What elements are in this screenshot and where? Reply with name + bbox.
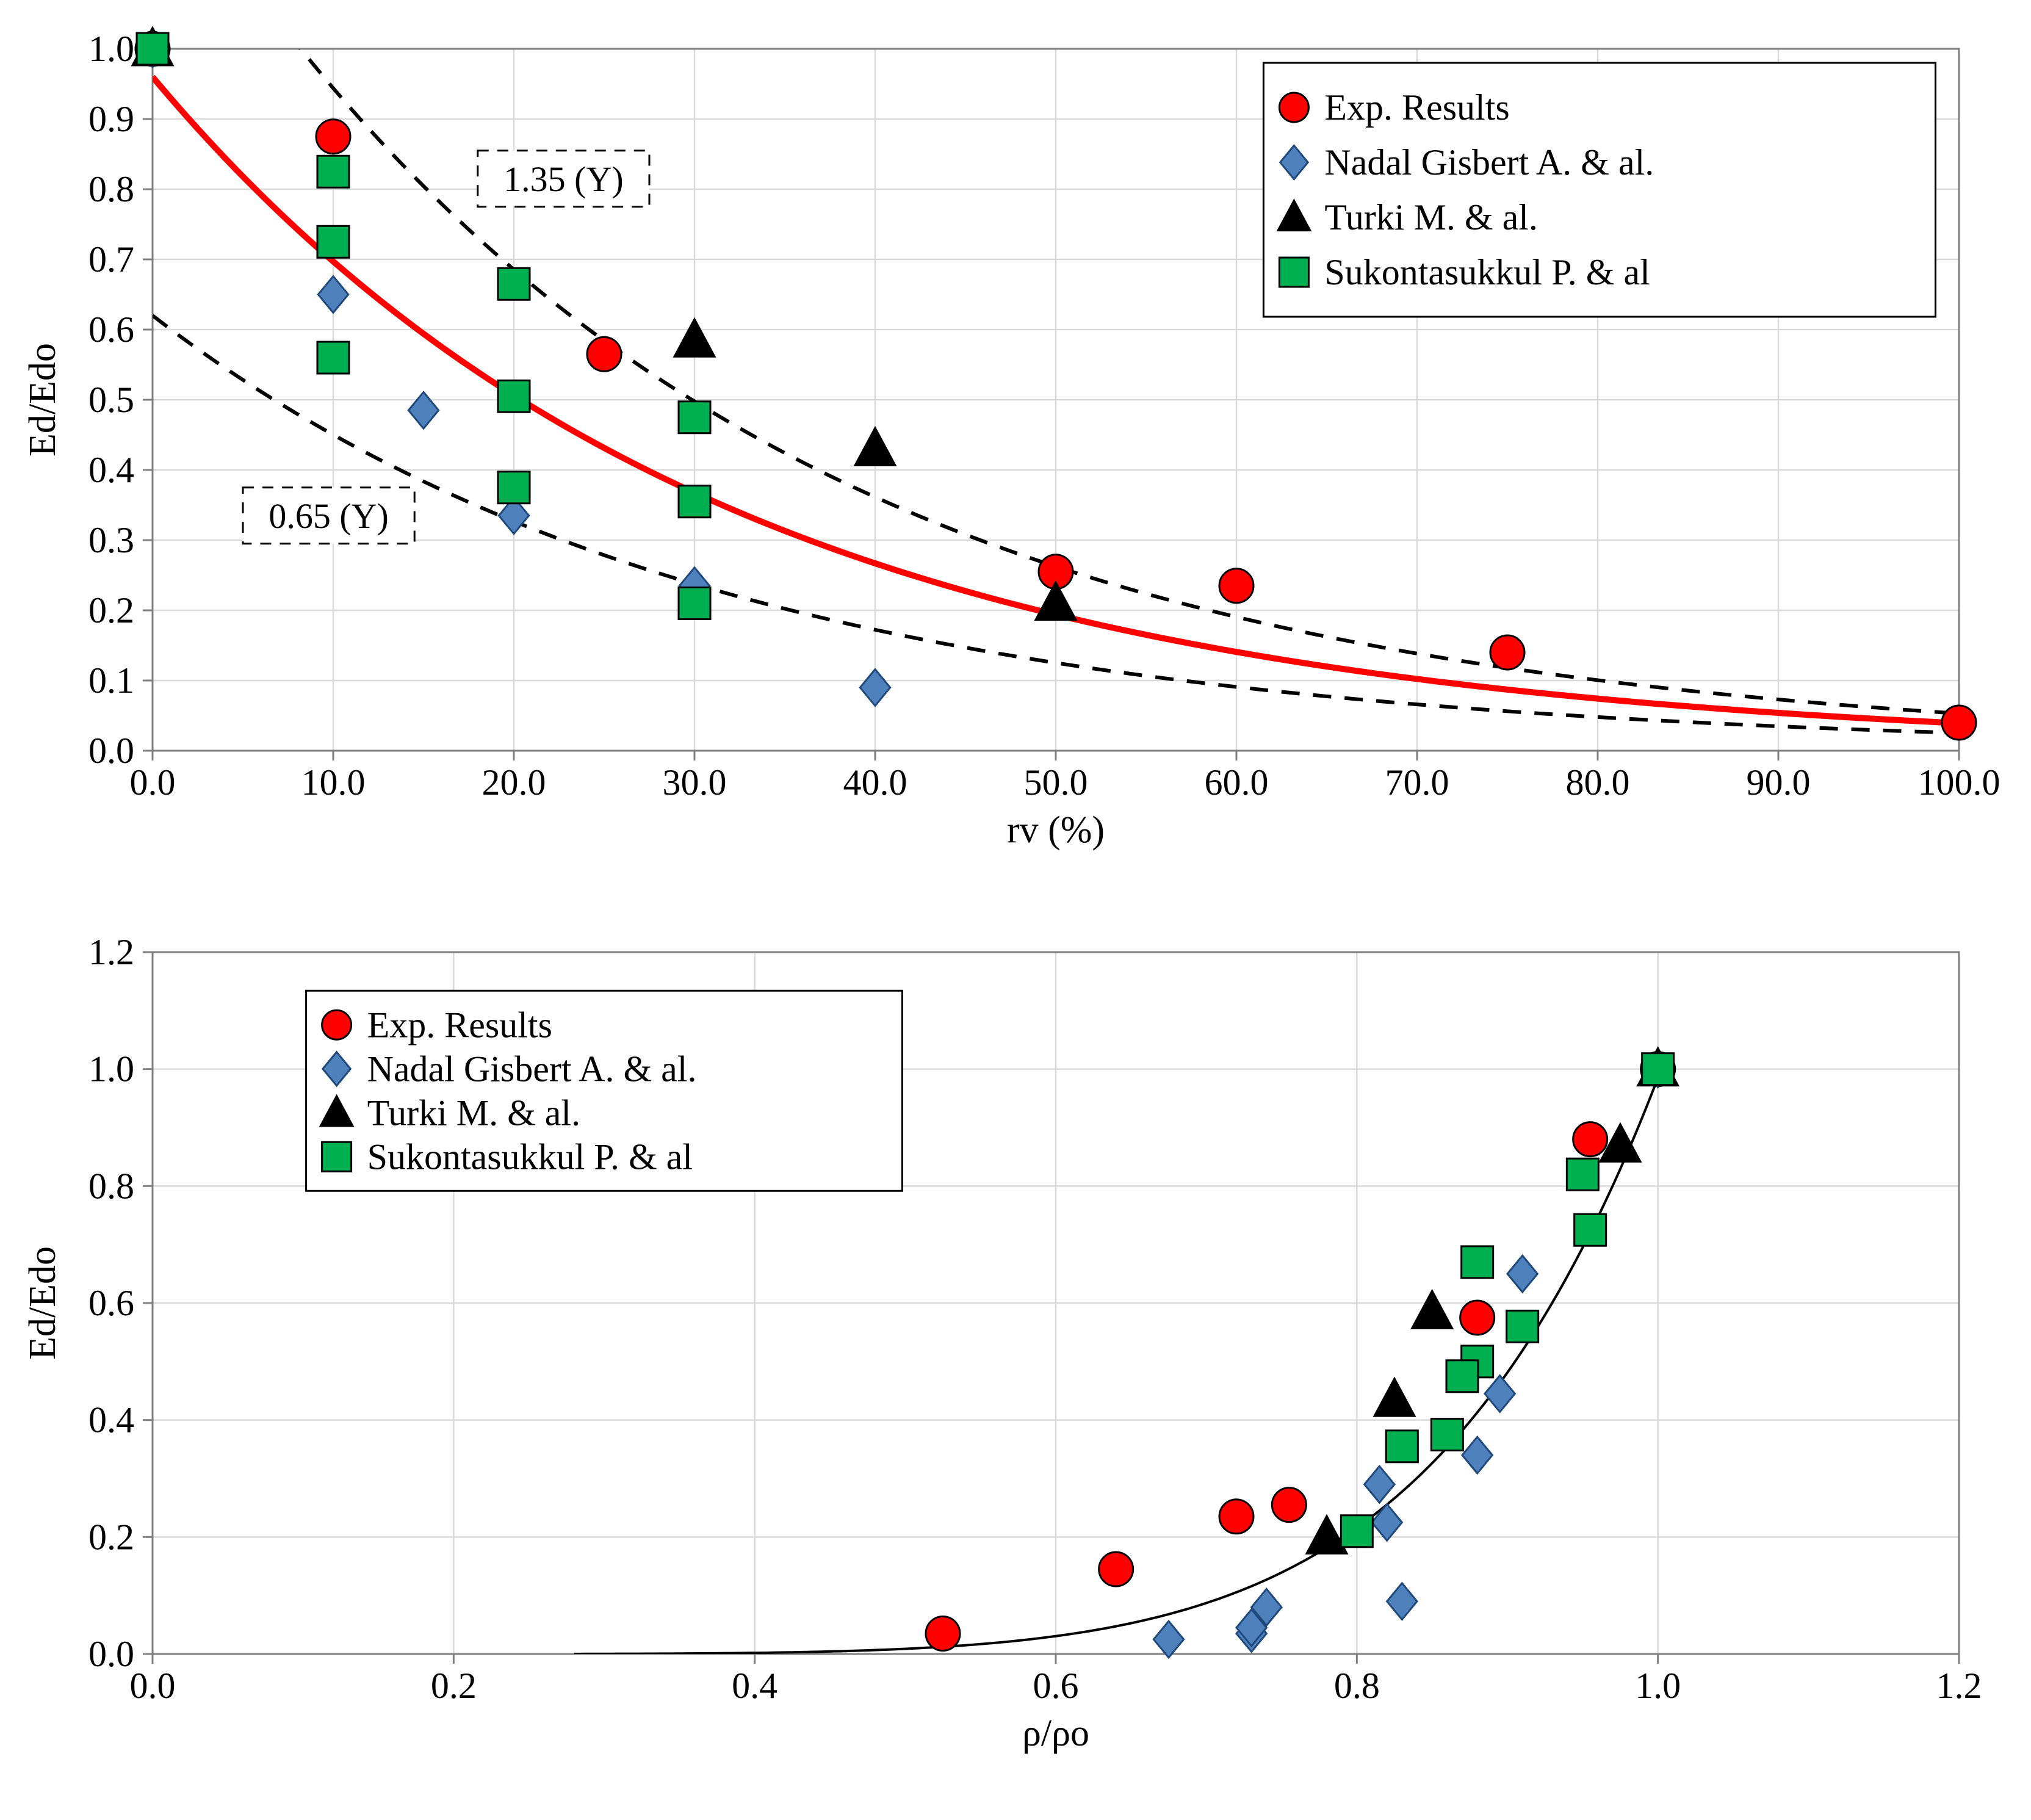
anno-lower-text: 0.65 (Y) [269, 496, 389, 536]
y-tick-label: 0.4 [88, 450, 134, 490]
y-tick-label: 1.0 [88, 1049, 134, 1089]
y-tick-label: 0.6 [88, 309, 134, 350]
x-tick-label: 0.0 [130, 762, 176, 803]
chart-top: 0.0 10.0 20.0 30.0 40.0 50.0 60.0 70.0 80.0 90.0 1… [12, 12, 2031, 891]
x-tick-label: 50.0 [1024, 762, 1088, 803]
y-tick-label: 1.0 [88, 29, 134, 69]
y-tick-label: 0.7 [88, 239, 134, 280]
chart-bottom: 0.0 0.2 0.4 0.6 0.8 1.0 1.2 0.0 0.2 0.4 0.6 0.8 1.0 1… [12, 915, 2031, 1794]
y-tick-label: 0.9 [88, 99, 134, 139]
x-tick-label: 0.8 [1334, 1666, 1380, 1706]
x-tick-label: 60.0 [1205, 762, 1269, 803]
y-tick-label: 0.5 [88, 380, 134, 420]
legend-label: Nadal Gisbert A. & al. [1324, 142, 1654, 182]
x-tick-label: 0.4 [732, 1666, 777, 1706]
y-tick-label: 1.2 [88, 932, 134, 972]
y-tick-label: 0.8 [88, 169, 134, 209]
y-tick-label: 0.3 [88, 520, 134, 560]
y-tick-label: 0.6 [88, 1283, 134, 1323]
x-tick-label: 90.0 [1747, 762, 1811, 803]
y-tick-label: 0.0 [88, 731, 134, 771]
legend-label: Turki M. & al. [367, 1092, 581, 1133]
y-tick-label: 0.2 [88, 590, 134, 630]
legend-label: Turki M. & al. [1324, 197, 1538, 237]
y-tick-label: 0.1 [88, 660, 134, 701]
page: 0.0 10.0 20.0 30.0 40.0 50.0 60.0 70.0 80.0 90.0 1… [12, 12, 2031, 1794]
x-tick-label: 0.6 [1033, 1666, 1079, 1706]
x-tick-label: 20.0 [482, 762, 546, 803]
y-tick-label: 0.8 [88, 1166, 134, 1206]
chart-bottom-svg: 0.0 0.2 0.4 0.6 0.8 1.0 1.2 0.0 0.2 0.4 0.6 0.8 1.0 1… [12, 915, 2031, 1794]
x-tick-label: 40.0 [843, 762, 907, 803]
x-tick-label: 1.2 [1936, 1666, 1982, 1706]
x-tick-label: 80.0 [1566, 762, 1630, 803]
x-tick-label: 30.0 [663, 762, 727, 803]
legend-label: Sukontasukkul P. & al [1324, 252, 1650, 292]
y-tick-label: 0.0 [88, 1634, 134, 1674]
chart-top-svg: 0.0 10.0 20.0 30.0 40.0 50.0 60.0 70.0 80.0 90.0 1… [12, 12, 2031, 891]
x-tick-label: 0.0 [130, 1666, 176, 1706]
x-tick-label: 10.0 [301, 762, 366, 803]
y-axis-label: Ed/Edo [22, 1246, 63, 1360]
x-tick-label: 70.0 [1385, 762, 1449, 803]
legend-label: Exp. Results [1324, 87, 1509, 128]
anno-upper-text: 1.35 (Y) [503, 159, 624, 199]
x-axis-label: ρ/ρo [1022, 1713, 1089, 1754]
legend-label: Sukontasukkul P. & al [367, 1136, 693, 1177]
y-axis-label: Ed/Edo [22, 343, 63, 457]
x-tick-label: 100.0 [1918, 762, 2000, 803]
x-axis-label: rv (%) [1007, 809, 1105, 851]
x-tick-label: 0.2 [431, 1666, 477, 1706]
x-tick-label: 1.0 [1635, 1666, 1681, 1706]
y-tick-label: 0.2 [88, 1517, 134, 1557]
legend-label: Nadal Gisbert A. & al. [367, 1049, 697, 1089]
legend-label: Exp. Results [367, 1005, 552, 1045]
y-tick-label: 0.4 [88, 1400, 134, 1440]
